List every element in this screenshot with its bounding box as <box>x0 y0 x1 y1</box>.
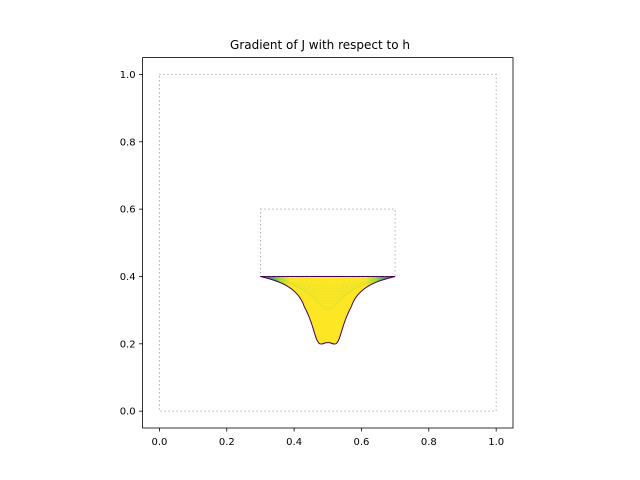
contour-line <box>294 276 362 304</box>
gradient-contour-region <box>260 275 396 345</box>
y-tick-label: 0.0 <box>120 407 136 418</box>
x-tick-label: 0.6 <box>354 437 370 448</box>
x-tick-label: 0.8 <box>421 437 437 448</box>
y-tick-label: 0.2 <box>120 339 136 350</box>
plot-area <box>158 73 497 412</box>
x-tick-label: 0.0 <box>151 437 167 448</box>
y-tick-label: 0.4 <box>120 272 136 283</box>
contour-line <box>270 276 386 290</box>
contour-line <box>309 276 347 311</box>
chart-title: Gradient of J with respect to h <box>230 38 410 52</box>
contour-line <box>289 276 367 301</box>
dotted-box-0 <box>158 73 497 412</box>
dotted-box-1 <box>259 208 396 277</box>
x-tick-label: 0.2 <box>219 437 235 448</box>
y-tick-label: 0.8 <box>120 137 136 148</box>
contour-line <box>304 276 352 310</box>
contour-line <box>265 276 391 287</box>
x-axis: 0.0 0.2 0.4 0.6 0.8 1.0 <box>151 428 504 448</box>
axes-frame <box>142 57 514 429</box>
contour-line <box>284 276 371 298</box>
x-tick-label: 1.0 <box>488 437 504 448</box>
contour-line <box>299 276 357 307</box>
contour-line <box>279 276 376 296</box>
y-axis: 0.0 0.2 0.4 0.6 0.8 1.0 <box>120 70 143 418</box>
y-tick-label: 0.6 <box>120 205 136 216</box>
y-tick-label: 1.0 <box>120 70 136 81</box>
contour-line <box>274 276 381 293</box>
x-tick-label: 0.4 <box>286 437 302 448</box>
